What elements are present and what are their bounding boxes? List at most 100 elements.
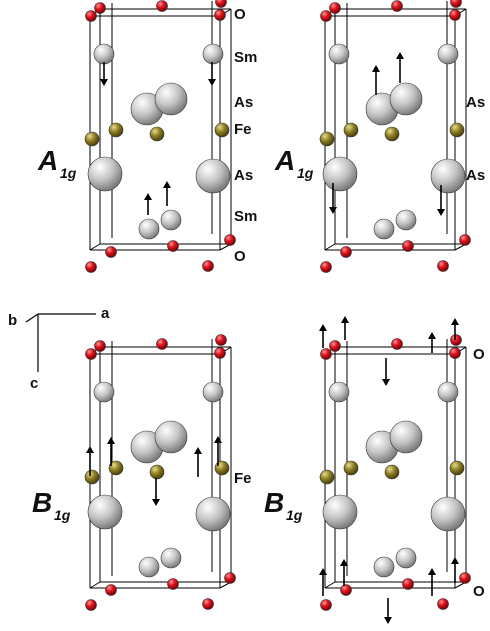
arsenic-atom [154,82,188,116]
oxygen-atom [437,598,449,610]
oxygen-atom [320,261,332,273]
arsenic-atom [154,420,188,454]
element-label: O [234,248,246,265]
arsenic-atom [389,82,423,116]
mode-label-sub: 1g [297,165,314,181]
oxygen-atom [340,584,352,596]
displacement-arrow [194,447,202,477]
samarium-atom [160,547,182,569]
element-label: As [234,167,253,184]
oxygen-atom [402,240,414,252]
oxygen-atom [340,246,352,258]
iron-atom [108,460,124,476]
iron-atom [214,122,230,138]
arsenic-atom [430,158,466,194]
oxygen-atom [391,0,403,12]
oxygen-atom [459,234,471,246]
axis-indicator: b a c [8,305,110,392]
structure-panel-3: Fe B 1g [32,334,252,611]
oxygen-atom [105,584,117,596]
arsenic-atom [87,156,123,192]
iron-atom [384,126,400,142]
samarium-atom [93,381,115,403]
iron-atom [449,122,465,138]
displacement-arrow [144,193,152,215]
displacement-arrow [319,568,327,596]
oxygen-atom [202,260,214,272]
samarium-atom [395,209,417,231]
displacement-arrow [372,65,380,95]
displacement-arrow [428,332,436,353]
oxygen-atom [85,10,97,22]
displacement-arrow [214,436,222,466]
samarium-atom [202,381,224,403]
mode-label-main: B [32,487,52,518]
mode-label-main: A [37,145,58,176]
displacement-arrow [428,568,436,596]
b-axis-label: b [8,312,17,329]
element-label: As [234,94,253,111]
oxygen-atom [156,338,168,350]
iron-atom [149,464,165,480]
element-label: Fe [234,470,252,487]
cell-edge [324,243,336,251]
oxygen-atom [202,598,214,610]
arsenic-atom [87,494,123,530]
a-axis-label: a [101,305,110,322]
samarium-atom [328,43,350,65]
oxygen-atom [402,578,414,590]
oxygen-atom [167,240,179,252]
oxygen-atom [167,578,179,590]
arsenic-atom [322,494,358,530]
iron-atom [343,460,359,476]
displacement-arrow [100,62,108,86]
oxygen-atom [320,10,332,22]
samarium-atom [138,218,160,240]
displacement-arrow [340,559,348,586]
iron-atom [214,460,230,476]
arsenic-atom [389,420,423,454]
iron-atom [84,131,100,147]
iron-atom [108,122,124,138]
structure-panel-2: As As A 1g [274,0,485,273]
oxygen-atom [320,599,332,611]
displacement-arrow [384,598,392,624]
oxygen-atom [391,338,403,350]
oxygen-atom [450,0,462,8]
element-label: O [473,346,485,363]
oxygen-atom [105,246,117,258]
structure-panel-4: O O B 1g [264,316,485,624]
oxygen-atom [320,348,332,360]
iron-atom [84,469,100,485]
oxygen-atom [215,0,227,8]
oxygen-atom [224,234,236,246]
samarium-atom [373,218,395,240]
samarium-atom [395,547,417,569]
displacement-arrow [382,358,390,386]
element-label: Sm [234,208,257,225]
element-label: Fe [234,121,252,138]
mode-label-sub: 1g [286,507,303,523]
element-label: O [234,6,246,23]
mode-label-sub: 1g [54,507,71,523]
oxygen-atom [214,347,226,359]
displacement-arrow [319,324,327,348]
oxygen-atom [85,348,97,360]
oxygen-atom [215,334,227,346]
samarium-atom [160,209,182,231]
element-label: As [466,94,485,111]
oxygen-atom [224,572,236,584]
element-label: Sm [234,49,257,66]
iron-atom [149,126,165,142]
cell-edge [89,243,101,251]
oxygen-atom [94,340,106,352]
displacement-arrow [86,446,94,476]
displacement-arrow [107,437,115,466]
iron-atom [319,469,335,485]
oxygen-atom [449,347,461,359]
mode-label-sub: 1g [60,165,77,181]
samarium-atom [328,381,350,403]
arsenic-atom [195,158,231,194]
oxygen-atom [459,572,471,584]
samarium-atom [93,43,115,65]
